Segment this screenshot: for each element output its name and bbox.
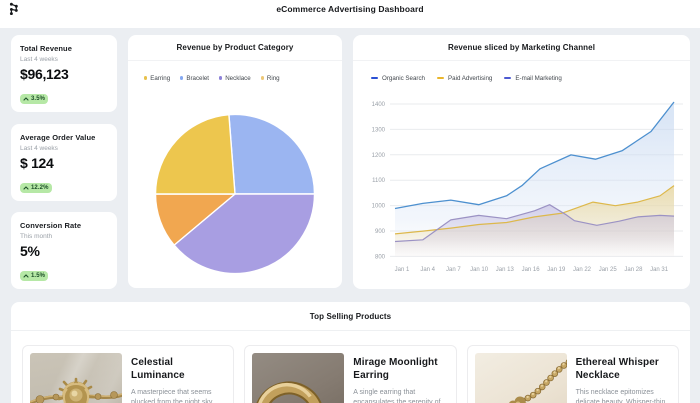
svg-text:Jan 19: Jan 19 [547, 267, 566, 273]
svg-text:800: 800 [375, 254, 386, 260]
svg-text:Jan 10: Jan 10 [470, 267, 489, 273]
svg-text:Jan 31: Jan 31 [650, 267, 669, 273]
svg-text:Jan 16: Jan 16 [522, 267, 541, 273]
svg-text:Jan 28: Jan 28 [624, 267, 643, 273]
svg-text:Jan 7: Jan 7 [446, 267, 461, 273]
svg-text:Jan 4: Jan 4 [420, 267, 435, 273]
svg-text:Jan 22: Jan 22 [573, 267, 592, 273]
svg-text:Jan 13: Jan 13 [496, 267, 515, 273]
svg-text:1400: 1400 [372, 102, 386, 108]
svg-text:900: 900 [375, 229, 386, 235]
svg-text:1200: 1200 [372, 153, 386, 159]
svg-text:1100: 1100 [372, 178, 386, 184]
svg-text:Jan 25: Jan 25 [599, 267, 618, 273]
svg-text:Jan 1: Jan 1 [395, 267, 410, 273]
svg-text:1300: 1300 [372, 127, 386, 133]
svg-text:1000: 1000 [372, 204, 386, 210]
